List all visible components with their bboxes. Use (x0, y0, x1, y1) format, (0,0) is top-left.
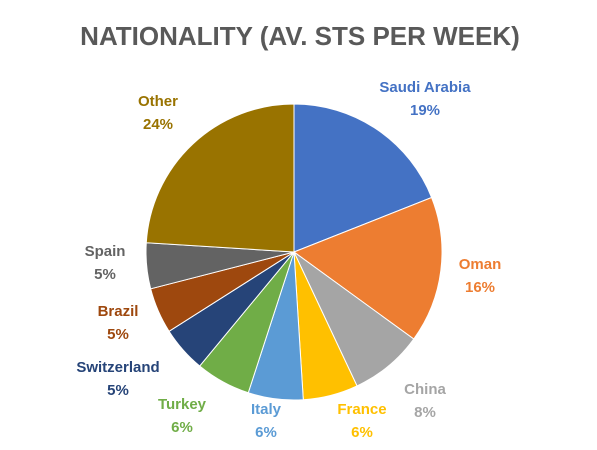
slice-value-label: 19% (410, 102, 440, 119)
slice-value-label: 5% (107, 382, 129, 399)
slice-label: Italy (251, 401, 282, 418)
slice-value-label: 6% (171, 419, 193, 436)
slice-value-label: 24% (143, 116, 173, 133)
slice-label: Switzerland (76, 359, 159, 376)
slice-label: Brazil (98, 303, 139, 320)
slice-label: China (404, 381, 446, 398)
slice-value-label: 6% (255, 424, 277, 441)
slice-value-label: 8% (414, 404, 436, 421)
slice-label: Other (138, 93, 178, 110)
slice-label: Turkey (158, 396, 207, 413)
slice-value-label: 6% (351, 424, 373, 441)
pie-slice (293, 103, 433, 253)
slice-label: Spain (85, 243, 126, 260)
chart-title: NATIONALITY (AV. STS PER WEEK) (80, 21, 520, 51)
pie-slice (292, 196, 443, 340)
slice-label: France (337, 401, 386, 418)
slice-label: Oman (459, 256, 502, 273)
pie-slice (145, 103, 295, 253)
slice-value-label: 5% (94, 266, 116, 283)
slice-value-label: 16% (465, 279, 495, 296)
slice-value-label: 5% (107, 326, 129, 343)
slice-label: Saudi Arabia (379, 79, 471, 96)
